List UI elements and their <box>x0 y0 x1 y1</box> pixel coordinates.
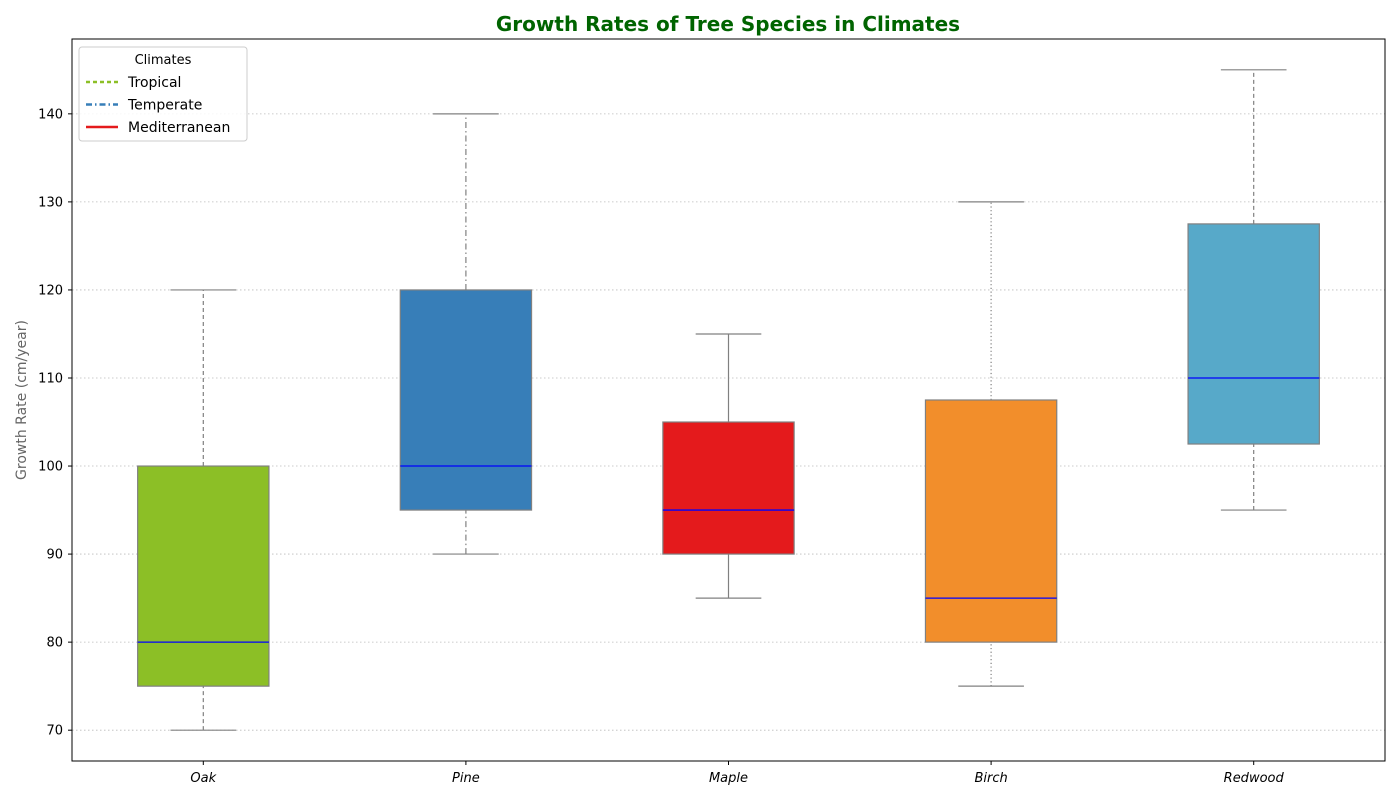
y-tick-label: 70 <box>46 724 63 739</box>
y-tick-label: 130 <box>38 195 63 210</box>
x-axis: Oak Pine Maple Birch Redwood <box>190 761 1284 786</box>
box-maple <box>662 333 795 599</box>
y-tick-label: 80 <box>46 636 63 651</box>
box-iqr <box>1187 223 1320 445</box>
box-oak <box>137 289 270 731</box>
box-pine <box>399 113 533 555</box>
legend-label-tropical: Tropical <box>127 75 181 91</box>
legend-title: Climates <box>135 53 192 68</box>
legend: Climates Tropical Temperate Mediterranean <box>78 46 248 142</box>
legend-frame <box>78 46 248 142</box>
y-axis-label: Growth Rate (cm/year) <box>14 320 30 480</box>
y-tick-label: 100 <box>38 460 63 475</box>
y-tick-label: 110 <box>38 371 63 386</box>
boxes <box>137 69 1320 731</box>
x-tick-label-pine: Pine <box>452 771 480 786</box>
legend-label-mediterranean: Mediterranean <box>128 120 230 136</box>
x-tick-label-redwood: Redwood <box>1224 771 1285 786</box>
box-iqr <box>662 421 795 555</box>
y-tick-label: 140 <box>38 107 63 122</box>
y-axis: 70 80 90 100 110 120 130 140 <box>38 107 72 739</box>
chart-title: Growth Rates of Tree Species in Climates <box>496 12 960 36</box>
x-tick-label-maple: Maple <box>709 771 748 786</box>
box-redwood <box>1187 69 1320 511</box>
box-iqr <box>924 399 1058 643</box>
box-iqr <box>399 289 533 511</box>
y-tick-label: 120 <box>38 283 63 298</box>
x-tick-label-oak: Oak <box>190 771 216 786</box>
x-tick-label-birch: Birch <box>974 771 1007 786</box>
box-birch <box>924 201 1058 687</box>
y-tick-label: 90 <box>46 548 63 563</box>
legend-label-temperate: Temperate <box>127 98 202 114</box>
box-iqr <box>137 465 270 687</box>
